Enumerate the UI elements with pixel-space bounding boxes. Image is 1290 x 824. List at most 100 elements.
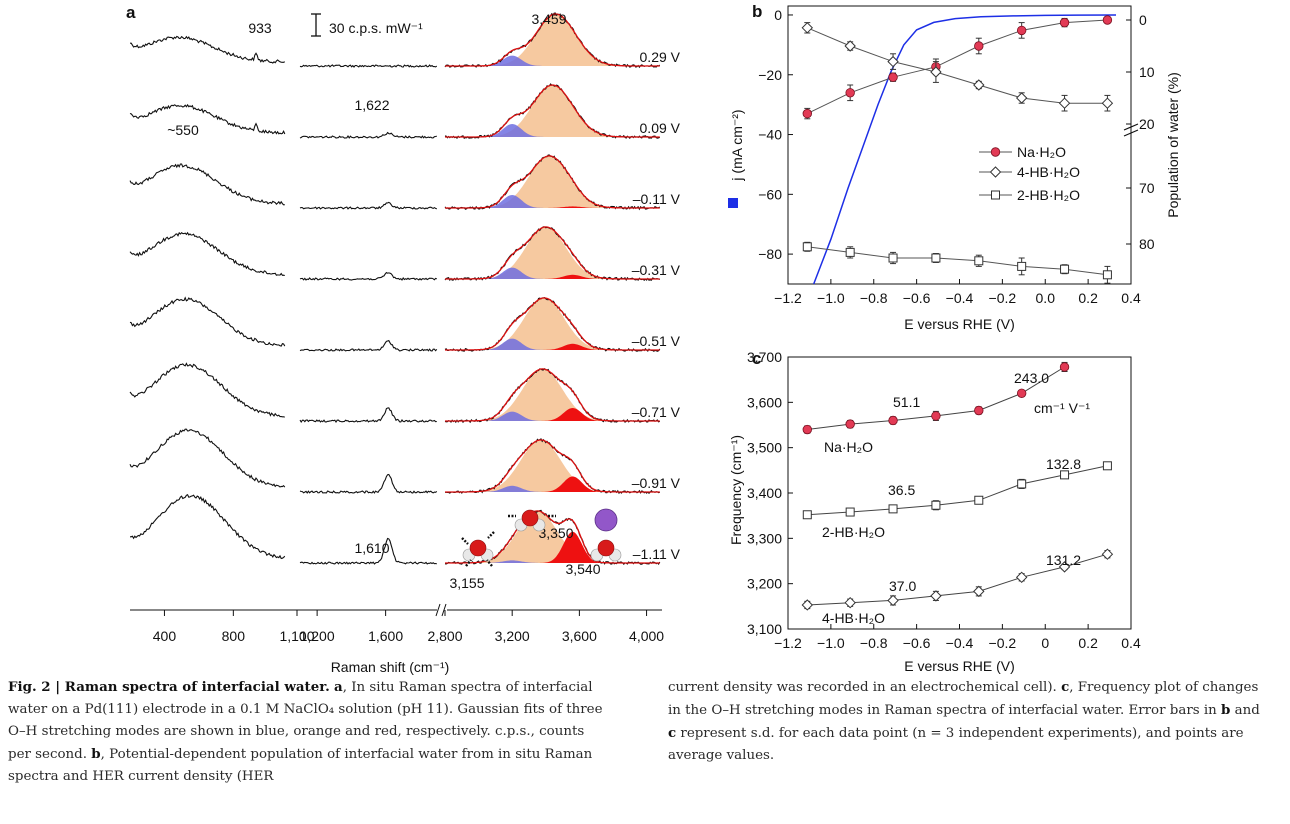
fit-envelope-line bbox=[445, 84, 660, 138]
water-molecule-2hb bbox=[508, 509, 556, 532]
caption-bold: b bbox=[91, 746, 101, 762]
data-point-2hb bbox=[888, 253, 898, 263]
legend-label: 2-HB·H₂O bbox=[1017, 187, 1080, 203]
hydrogen-bond-dash bbox=[487, 531, 495, 539]
data-point-na bbox=[845, 419, 855, 429]
x-tick-label: −0.4 bbox=[946, 635, 974, 651]
panel-c-label: c bbox=[752, 349, 761, 368]
caption-bold: b bbox=[1221, 702, 1231, 718]
peak-label-550: ~550 bbox=[167, 122, 199, 138]
spectrum-trace-bend bbox=[299, 64, 438, 68]
x-tick-label: −0.8 bbox=[860, 290, 888, 306]
data-point-4hb bbox=[1015, 92, 1028, 104]
data-point-2hb bbox=[931, 253, 941, 263]
panel-b-x-axis-label: E versus RHE (V) bbox=[904, 316, 1014, 332]
peak-label-3540: 3,540 bbox=[565, 561, 600, 577]
panel-b-legend: Na·H₂O 4-HB·H₂O 2-HB·H₂O bbox=[979, 144, 1080, 203]
data-point-2hb bbox=[845, 507, 855, 517]
oxygen-atom bbox=[597, 539, 615, 557]
scale-bar-label: 30 c.p.s. mW⁻¹ bbox=[329, 20, 423, 36]
caption-bold: a bbox=[334, 679, 343, 695]
y-tick-label: 0 bbox=[774, 7, 782, 23]
slope-label-low: 51.1 bbox=[893, 394, 920, 410]
legend-marker-4hb bbox=[989, 166, 1002, 178]
spectrum-trace-bend bbox=[299, 271, 438, 281]
series-line-1 bbox=[807, 465, 1108, 516]
caption-column-1: Fig. 2 | Raman spectra of interfacial wa… bbox=[8, 676, 608, 788]
series-name-label: 4-HB·H₂O bbox=[822, 610, 885, 626]
x-tick-label: −0.2 bbox=[989, 635, 1017, 651]
x-tick-label: 1,600 bbox=[368, 628, 403, 644]
x-tick-label: 0.4 bbox=[1121, 290, 1141, 306]
data-point-4hb bbox=[973, 79, 985, 91]
series-line-2 bbox=[807, 553, 1108, 606]
panel-c: c −1.2 −1.0 −0.8 −0.6 −0.4 −0.2 0 0.2 0.4 3,100 3,2… bbox=[728, 349, 1141, 674]
data-point-4hb bbox=[1101, 548, 1114, 560]
x-tick-label: 0.2 bbox=[1078, 290, 1098, 306]
panel-b-y-axis-label-right: Population of water (%) bbox=[1165, 72, 1181, 218]
data-point-2hb bbox=[802, 242, 812, 252]
y-tick-label: −60 bbox=[758, 186, 782, 202]
current-legend-square bbox=[728, 198, 738, 208]
data-point-4hb bbox=[1015, 571, 1028, 584]
y-tick-label: 3,300 bbox=[747, 530, 782, 546]
y-tick-label-right: 80 bbox=[1139, 236, 1155, 252]
y-tick-label-right: 70 bbox=[1139, 180, 1155, 196]
x-tick-label: 0.2 bbox=[1078, 635, 1098, 651]
data-point-na bbox=[974, 41, 984, 51]
x-tick-label: −0.4 bbox=[946, 290, 974, 306]
slope-label-low: 37.0 bbox=[889, 578, 916, 594]
caption-run: current density was recorded in an elect… bbox=[668, 680, 1062, 695]
data-point-4hb bbox=[844, 596, 856, 609]
x-tick-label: 800 bbox=[222, 628, 246, 644]
water-molecule-na bbox=[590, 539, 622, 562]
data-point-4hb bbox=[1101, 97, 1114, 109]
data-point-4hb bbox=[930, 590, 942, 602]
potential-label: 0.09 V bbox=[640, 120, 681, 136]
fit-orange-mode bbox=[470, 369, 622, 421]
fit-blue-mode bbox=[470, 124, 622, 137]
x-tick-label: 0 bbox=[1041, 635, 1049, 651]
panel-b-label: b bbox=[752, 2, 762, 21]
spectrum-trace-bend bbox=[299, 537, 437, 565]
potential-label: –0.91 V bbox=[632, 475, 681, 491]
peak-label-1610: 1,610 bbox=[354, 540, 389, 556]
panel-b: b −1.2 −1.0 −0.8 −0.6 −0.4 −0.2 0.0 0.2 0.4 E vers… bbox=[728, 2, 1181, 332]
panel-a-label: a bbox=[126, 3, 136, 22]
data-point-na bbox=[974, 405, 984, 416]
caption-run: , Frequency plot of changes in the O–H s… bbox=[668, 680, 1259, 718]
x-tick-label: −1.2 bbox=[774, 635, 802, 651]
panel-b-y-axis-label-left: j (mA cm⁻²) bbox=[729, 109, 745, 181]
data-point-na bbox=[1102, 15, 1113, 25]
fit-red-mode bbox=[470, 476, 622, 492]
fit-envelope-line bbox=[445, 510, 660, 564]
fit-orange-mode bbox=[470, 511, 622, 563]
current-density-curve bbox=[812, 14, 1117, 285]
series-name-label: Na·H₂O bbox=[824, 439, 873, 455]
y-tick-label: 3,700 bbox=[747, 349, 782, 365]
slope-label-low: 36.5 bbox=[888, 482, 915, 498]
data-point-na bbox=[1059, 17, 1070, 28]
data-point-4hb bbox=[887, 594, 899, 607]
panel-a-x-axis-label: Raman shift (cm⁻¹) bbox=[331, 659, 450, 675]
x-tick-label: 2,800 bbox=[427, 628, 462, 644]
spectrum-trace-bend bbox=[299, 407, 437, 424]
x-tick-label: 0.4 bbox=[1121, 635, 1141, 651]
y-tick-label: 3,100 bbox=[747, 621, 782, 637]
y-tick-label: −40 bbox=[758, 127, 782, 143]
slope-label-high: 131.2 bbox=[1046, 552, 1081, 568]
fit-orange-mode bbox=[470, 156, 622, 208]
panel-c-x-axis-label: E versus RHE (V) bbox=[904, 658, 1014, 674]
data-point-4hb bbox=[801, 599, 814, 611]
fit-envelope-line bbox=[445, 155, 660, 209]
spectrum-trace-low bbox=[129, 428, 286, 488]
legend-marker-na bbox=[990, 147, 1001, 157]
fit-blue-mode bbox=[470, 485, 622, 492]
y-tick-label: 3,500 bbox=[747, 440, 782, 456]
fit-red-mode bbox=[470, 343, 622, 350]
slope-unit-label: cm⁻¹ V⁻¹ bbox=[1034, 400, 1090, 416]
sodium-ion bbox=[594, 508, 618, 532]
panel-b-frame bbox=[787, 5, 1132, 285]
x-tick-label: 0.0 bbox=[1036, 290, 1056, 306]
caption-text-1: a, In situ Raman spectra of interfacial … bbox=[8, 679, 603, 784]
